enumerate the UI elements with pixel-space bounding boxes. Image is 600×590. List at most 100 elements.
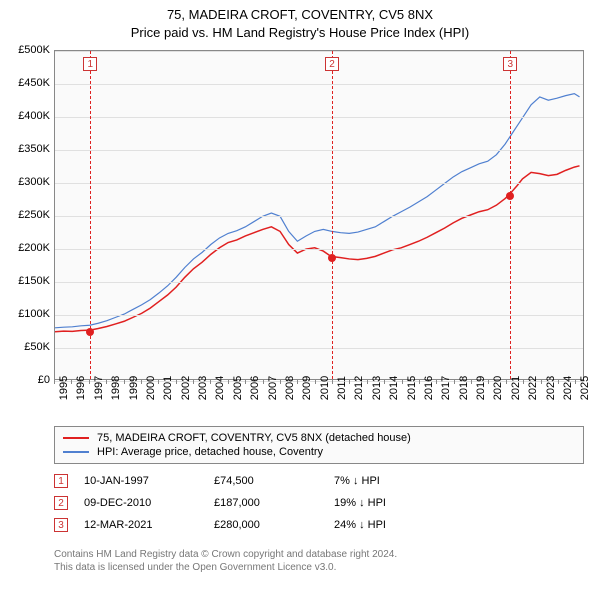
x-tick (158, 380, 159, 384)
x-tick-label: 1995 (58, 376, 70, 400)
grid-line (55, 249, 583, 250)
event-row: 209-DEC-2010£187,00019% ↓ HPI (54, 492, 584, 514)
x-tick-label: 2008 (284, 376, 296, 400)
x-tick (124, 380, 125, 384)
attribution-line-1: Contains HM Land Registry data © Crown c… (54, 548, 584, 561)
y-tick-label: £100K (4, 308, 50, 320)
y-tick-label: £0 (4, 374, 50, 386)
chart-title-block: 75, MADEIRA CROFT, COVENTRY, CV5 8NX Pri… (0, 0, 600, 42)
x-tick-label: 2017 (440, 376, 452, 400)
x-tick-label: 2010 (319, 376, 331, 400)
x-tick-label: 2019 (475, 376, 487, 400)
x-tick (71, 380, 72, 384)
legend-swatch (63, 451, 89, 453)
y-tick-label: £400K (4, 110, 50, 122)
x-tick (263, 380, 264, 384)
legend-box: 75, MADEIRA CROFT, COVENTRY, CV5 8NX (de… (54, 426, 584, 464)
x-tick-label: 2024 (562, 376, 574, 400)
x-tick-label: 1999 (128, 376, 140, 400)
chart-title-line-1: 75, MADEIRA CROFT, COVENTRY, CV5 8NX (0, 6, 600, 24)
x-tick (315, 380, 316, 384)
x-tick (541, 380, 542, 384)
event-dot (328, 254, 336, 262)
y-tick-label: £200K (4, 242, 50, 254)
x-tick (210, 380, 211, 384)
x-tick (349, 380, 350, 384)
x-tick-label: 2013 (371, 376, 383, 400)
event-row-number: 3 (54, 518, 68, 532)
y-tick-label: £250K (4, 209, 50, 221)
event-row-price: £74,500 (214, 475, 334, 487)
event-row-date: 12-MAR-2021 (84, 519, 214, 531)
x-tick (245, 380, 246, 384)
event-marker-number: 3 (503, 57, 517, 71)
x-tick-label: 2015 (406, 376, 418, 400)
x-tick (558, 380, 559, 384)
x-tick (176, 380, 177, 384)
y-tick-label: £300K (4, 176, 50, 188)
x-tick-label: 2022 (527, 376, 539, 400)
event-row-number: 1 (54, 474, 68, 488)
y-tick-label: £450K (4, 77, 50, 89)
event-row-pct: 24% ↓ HPI (334, 519, 454, 531)
x-tick (488, 380, 489, 384)
x-tick-label: 1996 (75, 376, 87, 400)
event-dot (86, 328, 94, 336)
x-tick-label: 2020 (492, 376, 504, 400)
chart-svg (55, 51, 583, 379)
legend-row: HPI: Average price, detached house, Cove… (63, 445, 575, 459)
x-tick-label: 2004 (214, 376, 226, 400)
plot-area: 1 2 3 (54, 50, 584, 380)
x-tick (575, 380, 576, 384)
y-tick-label: £50K (4, 341, 50, 353)
grid-line (55, 216, 583, 217)
x-tick (297, 380, 298, 384)
attribution-block: Contains HM Land Registry data © Crown c… (54, 548, 584, 574)
event-marker-line (510, 51, 511, 379)
x-tick (106, 380, 107, 384)
grid-line (55, 348, 583, 349)
y-tick-label: £150K (4, 275, 50, 287)
x-tick-label: 2016 (423, 376, 435, 400)
x-tick (332, 380, 333, 384)
x-tick (367, 380, 368, 384)
x-tick-label: 2014 (388, 376, 400, 400)
x-tick-label: 1997 (93, 376, 105, 400)
x-tick-label: 2018 (458, 376, 470, 400)
grid-line (55, 51, 583, 52)
grid-line (55, 315, 583, 316)
x-tick (419, 380, 420, 384)
x-tick-label: 2025 (579, 376, 591, 400)
event-row-date: 10-JAN-1997 (84, 475, 214, 487)
event-row-pct: 19% ↓ HPI (334, 497, 454, 509)
event-row-number: 2 (54, 496, 68, 510)
x-tick-label: 2011 (336, 376, 348, 400)
x-tick (280, 380, 281, 384)
grid-line (55, 117, 583, 118)
chart-container: 75, MADEIRA CROFT, COVENTRY, CV5 8NX Pri… (0, 0, 600, 590)
chart-title-line-2: Price paid vs. HM Land Registry's House … (0, 24, 600, 42)
event-row-pct: 7% ↓ HPI (334, 475, 454, 487)
x-tick (506, 380, 507, 384)
x-tick-label: 2005 (232, 376, 244, 400)
x-tick (384, 380, 385, 384)
x-tick (436, 380, 437, 384)
x-tick-label: 2023 (545, 376, 557, 400)
x-tick-label: 2006 (249, 376, 261, 400)
x-tick-label: 2021 (510, 376, 522, 400)
series-line-hpi (55, 94, 580, 328)
events-table: 1 10-JAN-1997£74,5007% ↓ HPI 209-DEC-2010£… (54, 470, 584, 536)
x-tick-label: 2012 (353, 376, 365, 400)
legend-row: 75, MADEIRA CROFT, COVENTRY, CV5 8NX (de… (63, 431, 575, 445)
legend-label: HPI: Average price, detached house, Cove… (97, 446, 323, 458)
x-tick (54, 380, 55, 384)
event-marker-number: 2 (325, 57, 339, 71)
event-marker-line (332, 51, 333, 379)
x-tick-label: 2003 (197, 376, 209, 400)
legend-swatch (63, 437, 89, 439)
x-tick-label: 2001 (162, 376, 174, 400)
event-row: 1 10-JAN-1997£74,5007% ↓ HPI (54, 470, 584, 492)
event-marker-number: 1 (83, 57, 97, 71)
event-row-price: £187,000 (214, 497, 334, 509)
x-tick (193, 380, 194, 384)
